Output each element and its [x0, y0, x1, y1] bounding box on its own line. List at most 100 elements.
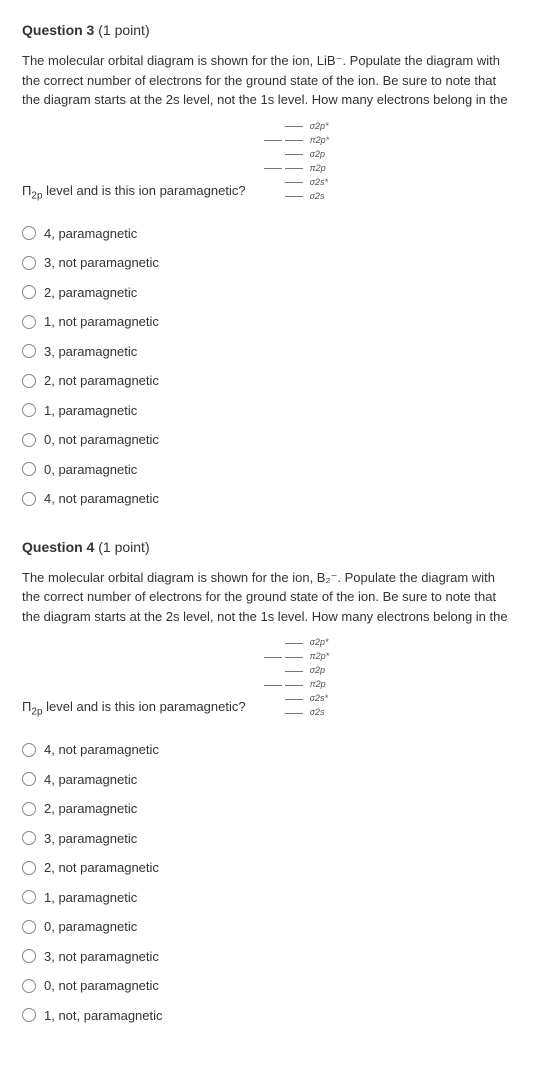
q3-option-5-label: 2, not paramagnetic [44, 371, 159, 391]
q3-prompt-line: Π2p level and is this ion paramagnetic? … [22, 120, 532, 204]
radio-icon[interactable] [22, 979, 36, 993]
q3-option-9[interactable]: 4, not paramagnetic [22, 489, 532, 509]
q3-option-4[interactable]: 3, paramagnetic [22, 342, 532, 362]
q3-body-line2: the correct number of electrons for the … [22, 71, 532, 91]
q3-option-5[interactable]: 2, not paramagnetic [22, 371, 532, 391]
q4-option-1[interactable]: 4, paramagnetic [22, 770, 532, 790]
radio-icon[interactable] [22, 492, 36, 506]
q4-option-3[interactable]: 3, paramagnetic [22, 829, 532, 849]
q4-mo-l4: π2p [310, 678, 326, 692]
q4-mo-l5: σ2s* [310, 692, 328, 706]
q3-option-7[interactable]: 0, not paramagnetic [22, 430, 532, 450]
question-3-title: Question 3 [22, 22, 94, 38]
q3-option-8-label: 0, paramagnetic [44, 460, 137, 480]
q4-mo-l2: π2p* [310, 650, 330, 664]
q4-mo-diagram: σ2p* π2p* σ2p π2p σ2s* σ2s [264, 636, 330, 720]
question-3-header: Question 3 (1 point) [22, 20, 532, 41]
q3-mo-l1: σ2p* [310, 120, 329, 134]
question-3-points: (1 point) [98, 22, 149, 38]
radio-icon[interactable] [22, 462, 36, 476]
q3-option-0[interactable]: 4, paramagnetic [22, 224, 532, 244]
q3-body-line1: The molecular orbital diagram is shown f… [22, 51, 532, 71]
q4-option-5-label: 1, paramagnetic [44, 888, 137, 908]
q3-option-0-label: 4, paramagnetic [44, 224, 137, 244]
radio-icon[interactable] [22, 772, 36, 786]
q4-option-2-label: 2, paramagnetic [44, 799, 137, 819]
q4-mo-l3: σ2p [310, 664, 325, 678]
q3-body-line3: the diagram starts at the 2s level, not … [22, 90, 532, 110]
q4-option-6[interactable]: 0, paramagnetic [22, 917, 532, 937]
q4-option-0-label: 4, not paramagnetic [44, 740, 159, 760]
q3-option-2-label: 2, paramagnetic [44, 283, 137, 303]
q3-mo-l2: π2p* [310, 134, 330, 148]
q3-prompt-suffix: level and is this ion paramagnetic? [43, 183, 246, 198]
radio-icon[interactable] [22, 374, 36, 388]
question-4-title: Question 4 [22, 539, 94, 555]
q4-body-line3: the diagram starts at the 2s level, not … [22, 607, 532, 627]
q4-option-9[interactable]: 1, not, paramagnetic [22, 1006, 532, 1026]
q4-prompt-prefix: Π [22, 699, 31, 714]
q4-option-6-label: 0, paramagnetic [44, 917, 137, 937]
q4-options: 4, not paramagnetic 4, paramagnetic 2, p… [22, 740, 532, 1025]
q4-prompt-sub: 2p [31, 707, 42, 718]
q4-option-2[interactable]: 2, paramagnetic [22, 799, 532, 819]
q4-mo-l1: σ2p* [310, 636, 329, 650]
q4-option-9-label: 1, not, paramagnetic [44, 1006, 163, 1026]
question-4-points: (1 point) [98, 539, 149, 555]
q4-mo-l6: σ2s [310, 706, 325, 720]
radio-icon[interactable] [22, 920, 36, 934]
q4-prompt-suffix: level and is this ion paramagnetic? [43, 699, 246, 714]
radio-icon[interactable] [22, 315, 36, 329]
q3-mo-l3: σ2p [310, 148, 325, 162]
q4-prompt-text: Π2p level and is this ion paramagnetic? [22, 697, 246, 720]
q4-option-5[interactable]: 1, paramagnetic [22, 888, 532, 908]
radio-icon[interactable] [22, 285, 36, 299]
q3-option-6[interactable]: 1, paramagnetic [22, 401, 532, 421]
q3-option-1-label: 3, not paramagnetic [44, 253, 159, 273]
radio-icon[interactable] [22, 226, 36, 240]
q3-option-2[interactable]: 2, paramagnetic [22, 283, 532, 303]
q3-option-1[interactable]: 3, not paramagnetic [22, 253, 532, 273]
q3-option-6-label: 1, paramagnetic [44, 401, 137, 421]
q4-option-1-label: 4, paramagnetic [44, 770, 137, 790]
radio-icon[interactable] [22, 1008, 36, 1022]
radio-icon[interactable] [22, 890, 36, 904]
question-4-body: The molecular orbital diagram is shown f… [22, 568, 532, 627]
q3-mo-l5: σ2s* [310, 176, 328, 190]
q4-body-line1: The molecular orbital diagram is shown f… [22, 568, 532, 588]
q3-prompt-sub: 2p [31, 191, 42, 202]
question-3-body: The molecular orbital diagram is shown f… [22, 51, 532, 110]
question-4-header: Question 4 (1 point) [22, 537, 532, 558]
q3-option-7-label: 0, not paramagnetic [44, 430, 159, 450]
q3-option-8[interactable]: 0, paramagnetic [22, 460, 532, 480]
q4-option-3-label: 3, paramagnetic [44, 829, 137, 849]
q3-mo-l6: σ2s [310, 190, 325, 204]
radio-icon[interactable] [22, 433, 36, 447]
radio-icon[interactable] [22, 344, 36, 358]
q4-option-0[interactable]: 4, not paramagnetic [22, 740, 532, 760]
q3-option-3-label: 1, not paramagnetic [44, 312, 159, 332]
q4-option-7-label: 3, not paramagnetic [44, 947, 159, 967]
question-3: Question 3 (1 point) The molecular orbit… [22, 20, 532, 509]
q3-options: 4, paramagnetic 3, not paramagnetic 2, p… [22, 224, 532, 509]
q3-option-3[interactable]: 1, not paramagnetic [22, 312, 532, 332]
radio-icon[interactable] [22, 256, 36, 270]
radio-icon[interactable] [22, 743, 36, 757]
q3-mo-diagram: σ2p* π2p* σ2p π2p σ2s* σ2s [264, 120, 330, 204]
radio-icon[interactable] [22, 949, 36, 963]
radio-icon[interactable] [22, 802, 36, 816]
radio-icon[interactable] [22, 403, 36, 417]
q3-prompt-prefix: Π [22, 183, 31, 198]
q4-option-8[interactable]: 0, not paramagnetic [22, 976, 532, 996]
radio-icon[interactable] [22, 831, 36, 845]
q4-option-4[interactable]: 2, not paramagnetic [22, 858, 532, 878]
q4-option-8-label: 0, not paramagnetic [44, 976, 159, 996]
q4-option-4-label: 2, not paramagnetic [44, 858, 159, 878]
radio-icon[interactable] [22, 861, 36, 875]
q3-mo-l4: π2p [310, 162, 326, 176]
q4-body-line2: the correct number of electrons for the … [22, 587, 532, 607]
q3-option-4-label: 3, paramagnetic [44, 342, 137, 362]
q4-option-7[interactable]: 3, not paramagnetic [22, 947, 532, 967]
q3-option-9-label: 4, not paramagnetic [44, 489, 159, 509]
q4-prompt-line: Π2p level and is this ion paramagnetic? … [22, 636, 532, 720]
